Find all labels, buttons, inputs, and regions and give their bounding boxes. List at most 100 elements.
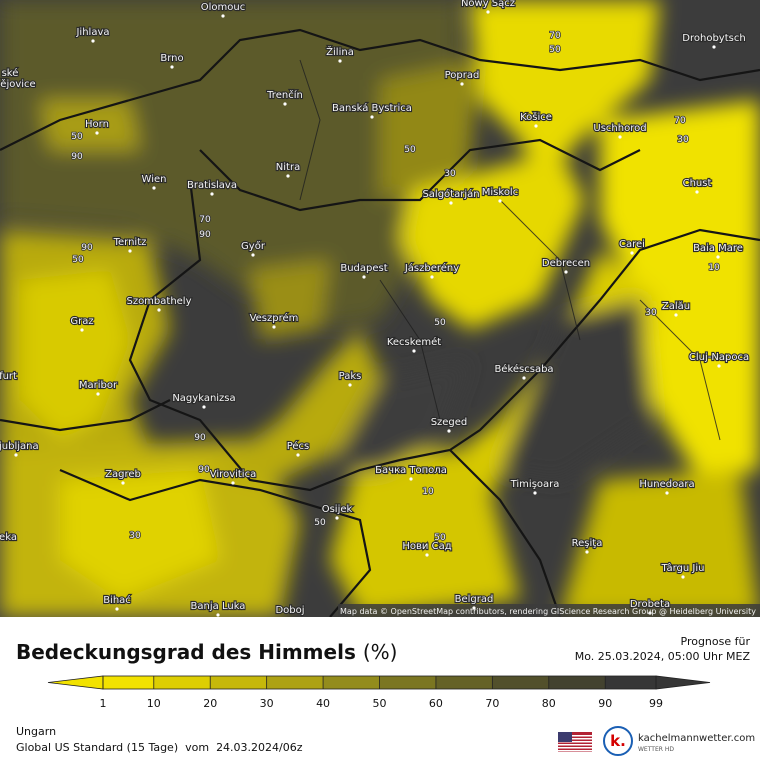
city-dot — [412, 349, 416, 353]
contour-label: 90 — [199, 230, 211, 240]
city-dot — [216, 613, 220, 617]
legend-arrow-low — [47, 675, 104, 690]
city-label: Brno — [160, 53, 183, 64]
city-dot — [630, 251, 634, 255]
city-label: Poprad — [445, 70, 480, 81]
city-label: Maribor — [79, 380, 118, 391]
legend-tick-label: 60 — [429, 697, 443, 710]
forecast-time: Mo. 25.03.2024, 05:00 Uhr MEZ — [575, 650, 751, 663]
city-label: Hunedoara — [639, 479, 694, 490]
city-dot — [449, 201, 453, 205]
legend-title-text: Bedeckungsgrad des Himmels — [16, 640, 356, 664]
city-dot — [115, 607, 119, 611]
city-label: Carei — [619, 239, 645, 250]
city-dot — [362, 275, 366, 279]
city-label: Jászberény — [404, 262, 459, 274]
city-dot — [152, 186, 156, 190]
contour-label: 50 — [404, 145, 416, 155]
legend-unit: (%) — [363, 640, 398, 664]
city-dot — [585, 550, 589, 554]
legend-tick-label: 99 — [649, 697, 663, 710]
model-run: Global US Standard (15 Tage) vom 24.03.2… — [16, 741, 303, 754]
city-dot — [283, 102, 287, 106]
city-label: Pécs — [287, 440, 310, 452]
legend-tick-label: 20 — [203, 697, 217, 710]
city-label: Miskolc — [482, 187, 518, 198]
legend-tick-label: 40 — [316, 697, 330, 710]
city-dot — [430, 275, 434, 279]
city-label: Virovitica — [210, 469, 256, 480]
legend-swatch — [548, 676, 606, 689]
region: Ungarn — [16, 725, 56, 738]
city-dot — [170, 65, 174, 69]
city-dot — [157, 308, 161, 312]
city-label: Бачка Топола — [375, 465, 447, 476]
legend-arrow-high — [655, 675, 711, 690]
city-dot — [674, 313, 678, 317]
legend-tick-label: 50 — [373, 697, 387, 710]
city-dot — [695, 190, 699, 194]
regional-borders — [299, 59, 721, 441]
contour-label: 10 — [422, 487, 434, 497]
city-label: Salgótarján — [422, 188, 479, 200]
city-dot — [80, 328, 84, 332]
us-flag-stripes — [558, 732, 592, 752]
legend-title: Bedeckungsgrad des Himmels (%) — [16, 640, 397, 664]
city-dot — [338, 59, 342, 63]
city-label: Paks — [339, 371, 362, 382]
contour-label: 70 — [199, 215, 211, 225]
city-label: Olomouc — [201, 2, 245, 13]
city-label: Zalău — [662, 301, 690, 312]
city-dot — [288, 617, 292, 621]
city-dot — [231, 481, 235, 485]
city-label: eka — [0, 532, 17, 543]
contour-label: 90 — [81, 243, 93, 253]
contour-label: 50 — [71, 132, 83, 142]
legend-tick-label: 80 — [542, 697, 556, 710]
city-dot — [665, 491, 669, 495]
city-label: Banská Bystrica — [332, 102, 412, 114]
city-dot — [533, 491, 537, 495]
attribution: Map data © OpenStreetMap contributors, r… — [340, 607, 756, 616]
city-label: Košice — [520, 111, 552, 123]
contour-label: 30 — [129, 531, 141, 541]
city-dot — [14, 453, 18, 457]
city-dot — [447, 429, 451, 433]
city-label: Győr — [241, 240, 266, 252]
legend-swatch — [210, 676, 267, 689]
contour-label: 70 — [549, 31, 561, 41]
city-dot — [348, 383, 352, 387]
contour-label: 10 — [708, 263, 720, 273]
city-label: Veszprém — [250, 312, 299, 324]
city-label: Doboj — [275, 605, 304, 616]
city-label: Nitra — [276, 162, 300, 173]
city-label: Nowy Sącz — [461, 0, 515, 9]
city-label: Banja Luka — [191, 601, 246, 612]
contour-label: 50 — [72, 255, 84, 265]
city-dot — [296, 453, 300, 457]
city-dot — [272, 325, 276, 329]
city-dot — [202, 405, 206, 409]
contour-label: 90 — [194, 433, 206, 443]
borders — [0, 28, 760, 617]
legend-bar: 1 10 20 30 40 50 60 70 80 90 99 — [47, 675, 711, 710]
brand-logo — [603, 726, 633, 756]
contour-label: 50 — [434, 318, 446, 328]
city-label: Timişoara — [510, 479, 560, 490]
city-label: Bratislava — [187, 180, 237, 191]
city-dot — [335, 516, 339, 520]
city-label: Нови Сад — [402, 541, 451, 552]
city-label: Reşiţa — [572, 538, 603, 549]
legend-tick-label: 70 — [485, 697, 499, 710]
legend-swatch — [605, 676, 656, 689]
contour-label: 50 — [314, 518, 326, 528]
city-label: ějovice — [0, 78, 35, 90]
brand-logo-text: k. — [610, 732, 626, 750]
city-dot — [251, 253, 255, 257]
city-label: Cluj-Napoca — [689, 352, 749, 363]
legend-swatch — [492, 676, 549, 689]
city-label: Uschhorod — [593, 123, 646, 134]
map-labels: Olomouc Nowy Sącz Jihlava Brno Žilina Poprad D… — [0, 0, 757, 621]
city-label: Jihlava — [75, 27, 109, 38]
